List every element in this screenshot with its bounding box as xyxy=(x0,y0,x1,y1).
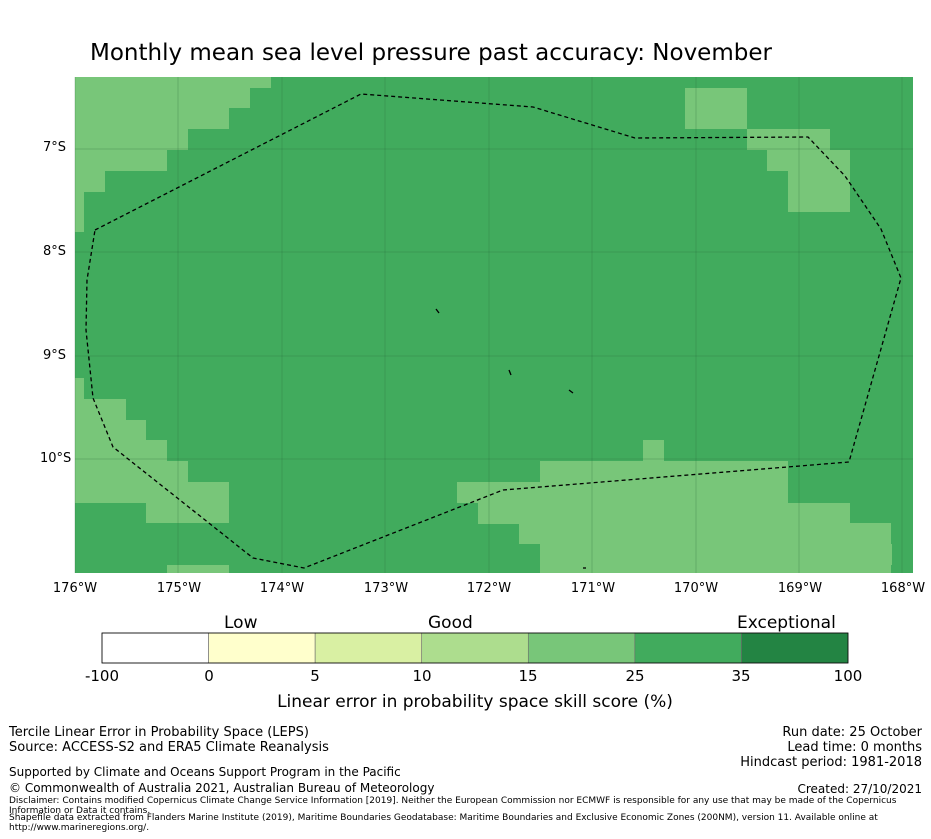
skill-cell xyxy=(540,565,891,573)
skill-score-map xyxy=(74,77,913,573)
skill-cell xyxy=(478,503,850,524)
colorbar-label: Linear error in probability space skill … xyxy=(277,692,673,712)
colorbar xyxy=(101,632,849,664)
lon-label: 174°W xyxy=(259,581,305,596)
footer-method: Tercile Linear Error in Probability Spac… xyxy=(9,725,309,740)
lon-label: 173°W xyxy=(363,581,409,596)
lon-label: 172°W xyxy=(466,581,512,596)
skill-cell xyxy=(75,482,229,503)
colorbar-tick: 100 xyxy=(833,667,863,685)
skill-cell xyxy=(75,378,84,399)
run-date: Run date: 25 October xyxy=(782,725,922,740)
skill-cell xyxy=(75,150,167,171)
shapefile-credit: Shapefile data extracted from Flanders M… xyxy=(9,813,878,833)
skill-cell xyxy=(75,171,105,192)
colorbar-tick: 25 xyxy=(625,667,645,685)
map-title: Monthly mean sea level pressure past acc… xyxy=(90,40,772,66)
island xyxy=(568,389,574,394)
lat-label: 8°S xyxy=(42,244,66,259)
skill-cell xyxy=(540,461,788,482)
colorbar-segment xyxy=(101,632,209,664)
skill-cell xyxy=(146,503,229,523)
colorbar-category-low: Low xyxy=(224,613,258,633)
colorbar-frame xyxy=(101,632,849,664)
colorbar-tick: 5 xyxy=(310,667,320,685)
hindcast-period: Hindcast period: 1981-2018 xyxy=(740,755,922,770)
colorbar-tick: 15 xyxy=(518,667,538,685)
lon-label: 169°W xyxy=(777,581,823,596)
eez-boundary xyxy=(85,93,902,569)
skill-cell xyxy=(75,420,146,441)
island xyxy=(435,308,440,314)
islands xyxy=(435,308,586,569)
lat-label: 7°S xyxy=(42,140,66,155)
colorbar-category-good: Good xyxy=(428,613,473,633)
colorbar-segment xyxy=(634,632,742,664)
skill-cell xyxy=(643,440,664,461)
colorbar-segment xyxy=(741,632,849,664)
lon-label: 175°W xyxy=(156,581,202,596)
skill-cell xyxy=(685,88,747,129)
skill-cell xyxy=(767,150,850,171)
lon-label: 168°W xyxy=(880,581,926,596)
colorbar-tick: 0 xyxy=(204,667,214,685)
colorbar-segment xyxy=(314,632,423,664)
skill-cell xyxy=(75,192,84,232)
skill-cell xyxy=(75,461,188,482)
skill-cell xyxy=(519,523,891,544)
skill-cell xyxy=(540,544,892,565)
lon-label: 170°W xyxy=(673,581,719,596)
colorbar-tick: 10 xyxy=(412,667,432,685)
lon-label: 171°W xyxy=(570,581,616,596)
lead-time: Lead time: 0 months xyxy=(787,740,922,755)
skill-cell xyxy=(75,440,167,461)
lon-label: 176°W xyxy=(52,581,98,596)
created-date: Created: 27/10/2021 xyxy=(797,782,922,796)
colorbar-segment xyxy=(208,632,316,664)
skill-cell xyxy=(75,108,229,129)
skill-cell xyxy=(788,171,850,212)
footer-copyright: © Commonwealth of Australia 2021, Austra… xyxy=(9,781,435,795)
footer-support: Supported by Climate and Oceans Support … xyxy=(9,765,401,779)
graticule xyxy=(74,77,913,573)
skill-cell xyxy=(747,129,830,150)
island xyxy=(508,369,512,376)
lat-label: 10°S xyxy=(40,451,72,466)
skill-cell xyxy=(75,77,271,88)
colorbar-tick: 35 xyxy=(731,667,751,685)
footer-source: Source: ACCESS-S2 and ERA5 Climate Reana… xyxy=(9,740,329,755)
skill-cell xyxy=(75,88,250,108)
skill-cell xyxy=(75,399,126,420)
disclaimer: Disclaimer: Contains modified Copernicus… xyxy=(9,796,897,816)
skill-cell xyxy=(75,129,188,150)
colorbar-category-exceptional: Exceptional xyxy=(737,613,836,633)
skill-band-15-25-cells xyxy=(75,77,892,573)
colorbar-segment xyxy=(527,632,636,664)
lat-label: 9°S xyxy=(42,348,66,363)
skill-cell xyxy=(167,565,229,573)
colorbar-segment xyxy=(421,632,529,664)
colorbar-tick: -100 xyxy=(84,667,120,685)
